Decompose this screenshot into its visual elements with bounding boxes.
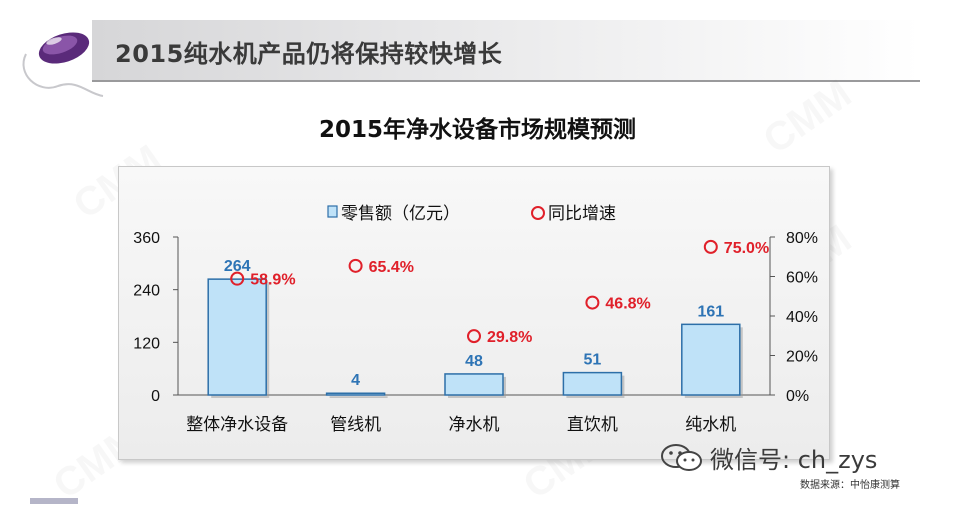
- y-left-tick-label: 0: [151, 388, 160, 405]
- y-right-tick-label: 40%: [786, 309, 818, 326]
- y-right-tick-label: 60%: [786, 270, 818, 287]
- growth-value-label: 29.8%: [487, 329, 532, 346]
- growth-point: [703, 239, 718, 254]
- growth-value-label: 46.8%: [605, 296, 650, 313]
- bar-value-label: 161: [697, 303, 724, 320]
- y-left-tick-label: 240: [133, 283, 160, 300]
- bottom-tab: [30, 498, 78, 504]
- y-right-tick-label: 0%: [786, 388, 809, 405]
- computer-mouse-icon: [22, 32, 104, 97]
- growth-value-label: 65.4%: [369, 259, 414, 276]
- y-right-tick-label: 20%: [786, 349, 818, 366]
- legend-label-point: 同比增速: [548, 204, 616, 224]
- bar-value-label: 51: [584, 352, 602, 369]
- header-bar: [92, 20, 920, 80]
- growth-point: [348, 258, 363, 273]
- growth-value-label: 75.0%: [724, 240, 769, 257]
- x-tick-label: 管线机: [330, 415, 381, 435]
- header-divider: [92, 80, 920, 82]
- data-source: 数据来源：中怡康测算: [800, 480, 900, 491]
- bar: [681, 323, 741, 396]
- legend-swatch-point: [531, 206, 545, 220]
- wechat-text: 微信号: ch_zys: [710, 446, 878, 474]
- slide-title: 2015纯水机产品仍将保持较快增长: [115, 40, 503, 68]
- bar-value-label: 264: [224, 258, 251, 275]
- bar: [562, 371, 623, 396]
- bar-value-label: 4: [351, 372, 360, 389]
- y-right-tick-label: 80%: [786, 230, 818, 247]
- bar-value-label: 48: [465, 353, 483, 370]
- bar-shadow: [329, 396, 388, 398]
- x-tick-label: 整体净水设备: [186, 415, 288, 435]
- growth-point: [230, 271, 245, 286]
- x-tick-label: 纯水机: [685, 415, 736, 435]
- wechat-badge: 微信号: ch_zys: [660, 440, 877, 475]
- y-left-tick-label: 120: [133, 335, 160, 352]
- x-tick-label: 直饮机: [567, 415, 618, 435]
- legend-swatch-bar: [327, 205, 338, 218]
- legend-label-bar: 零售额（亿元）: [341, 204, 460, 224]
- growth-point: [585, 295, 600, 310]
- chart-title: 2015年净水设备市场规模预测: [318, 117, 636, 143]
- growth-point: [467, 329, 481, 344]
- x-tick-label: 净水机: [449, 415, 500, 435]
- growth-value-label: 58.9%: [250, 272, 295, 289]
- bar: [207, 278, 267, 396]
- bar: [325, 392, 386, 396]
- wechat-icon: [661, 443, 702, 471]
- bar: [444, 373, 504, 396]
- y-left-tick-label: 360: [133, 230, 160, 247]
